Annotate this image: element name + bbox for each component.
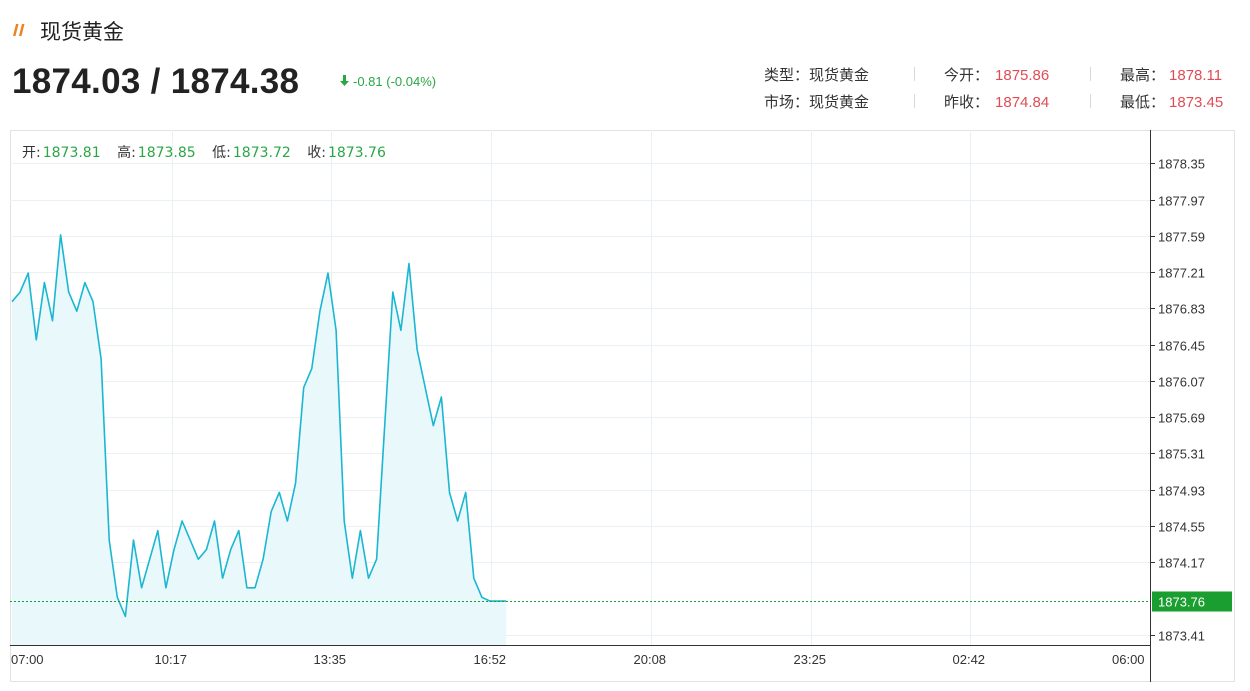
last-price-label: 1873.76 [1158,595,1205,610]
y-tick-label: 1876.45 [1158,339,1205,354]
ohlc-low-label: 低: [212,145,231,161]
last-price-badge-bg [1152,591,1232,612]
y-tick-label: 1877.59 [1158,230,1205,245]
divider [1090,67,1091,81]
high-label: 最高： [1120,66,1166,84]
bid-ask-price: 1874.03 / 1874.38 [12,62,300,101]
y-tick-label: 1876.83 [1158,302,1205,317]
y-ticks: 1873.41 1874.17 1874.55 1874.93 1875.31 1875.… [1150,157,1205,644]
price-change: -0.81 (-0.04%) [340,74,436,89]
prev-close-value: 1874.84 [995,94,1050,111]
ohlc-low: 1873.72 [233,145,291,161]
ohlc-readout: 开: 1873.81 高: 1873.85 低: 1873.72 收: 1873.76 [22,144,386,161]
info-open: 今开： 1875.86 [944,64,1049,85]
y-tick-label: 1874.55 [1158,520,1205,535]
info-market: 市场：现货黄金 [764,91,869,112]
y-tick-label: 1875.31 [1158,447,1205,462]
page-title: 现货黄金 [40,20,124,44]
open-label: 今开： [944,66,990,84]
x-tick-label: 16:52 [474,652,507,667]
info-prev-close: 昨收： 1874.84 [944,91,1049,112]
y-tick-label: 1875.69 [1158,411,1205,426]
type-value: 现货黄金 [809,66,870,84]
x-tick-label: 06:00 [1112,652,1145,667]
y-tick-label: 1873.41 [1158,629,1205,644]
low-value: 1873.45 [1169,94,1224,111]
info-low: 最低： 1873.45 [1120,91,1223,112]
ohlc-close: 1873.76 [328,145,386,161]
arrow-down-icon [340,74,349,89]
x-tick-label: 10:17 [155,652,188,667]
info-type: 类型：现货黄金 [764,64,869,85]
x-tick-label: 02:42 [953,652,986,667]
ohlc-high-label: 高: [117,144,136,161]
brand-slash-icon [13,24,25,36]
ohlc-close-label: 收: [307,145,326,161]
high-value: 1878.11 [1169,67,1223,84]
y-tick-label: 1876.07 [1158,375,1205,390]
x-tick-label: 07:00 [11,652,44,667]
x-ticks: 07:00 10:17 13:35 16:52 20:08 23:25 02:42 06:00 [11,652,1145,667]
prev-close-label: 昨收： [944,93,990,111]
y-tick-label: 1874.93 [1158,484,1205,499]
ohlc-open: 1873.81 [43,145,101,161]
market-label: 市场： [764,93,810,111]
chart-frame [10,130,1235,682]
price-change-value: -0.81 (-0.04%) [353,74,437,89]
ohlc-high: 1873.85 [138,145,196,161]
x-tick-label: 23:25 [794,652,827,667]
y-tick-label: 1877.21 [1158,266,1205,281]
y-tick-label: 1878.35 [1158,157,1205,172]
divider [914,67,915,81]
divider [914,94,915,108]
info-high: 最高： 1878.11 [1120,64,1222,85]
x-tick-label: 20:08 [634,652,667,667]
market-value: 现货黄金 [809,93,870,111]
low-label: 最低： [1120,93,1166,111]
open-value: 1875.86 [995,67,1050,84]
divider [1090,94,1091,108]
last-price-badge: 1873.76 [1152,591,1232,612]
y-tick-label: 1874.17 [1158,556,1205,571]
ohlc-open-label: 开: [22,145,41,161]
price-area [12,234,507,645]
price-line [11,234,507,618]
x-tick-label: 13:35 [314,652,347,667]
type-label: 类型： [764,66,810,84]
y-tick-label: 1877.97 [1158,194,1205,209]
